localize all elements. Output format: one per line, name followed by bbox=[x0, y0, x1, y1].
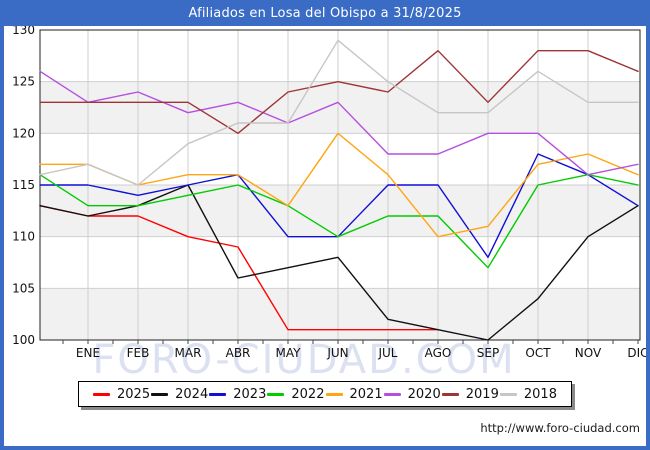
plot-band bbox=[40, 81, 640, 134]
legend-swatch-2021 bbox=[325, 392, 343, 396]
legend-item-2024[interactable]: 2024 bbox=[151, 387, 208, 402]
series-line-2020 bbox=[39, 70, 639, 176]
legend-item-2018[interactable]: 2018 bbox=[499, 386, 557, 402]
legend-label: 2024 bbox=[175, 386, 209, 402]
legend-swatch-2025 bbox=[93, 392, 110, 396]
svg-text:SEP: SEP bbox=[477, 346, 499, 360]
series-line-2022 bbox=[39, 173, 639, 269]
legend-label: 2022 bbox=[291, 386, 325, 402]
legend-label: 2021 bbox=[349, 386, 383, 402]
legend-item-2019[interactable]: 2019 bbox=[441, 386, 499, 402]
plot-band bbox=[40, 185, 640, 237]
svg-text:125: 125 bbox=[12, 75, 35, 89]
series-line-2025 bbox=[39, 204, 439, 331]
y-axis-labels: 100 105 110 115 120 125 130 bbox=[12, 26, 35, 347]
footer-url[interactable]: http://www.foro-ciudad.com bbox=[480, 421, 640, 435]
legend-item-2025[interactable]: 2025 bbox=[93, 387, 150, 402]
svg-text:JUN: JUN bbox=[326, 346, 348, 360]
legend-item-2022[interactable]: 2022 bbox=[267, 387, 324, 402]
svg-text:JUL: JUL bbox=[377, 346, 397, 360]
watermark: FORO-CIUDAD.COM bbox=[92, 337, 515, 378]
legend-swatch-2019 bbox=[441, 392, 459, 396]
legend-swatch-2022 bbox=[267, 392, 285, 396]
svg-text:NOV: NOV bbox=[575, 346, 602, 360]
legend-label: 2019 bbox=[465, 386, 499, 402]
svg-text:OCT: OCT bbox=[525, 346, 551, 360]
svg-text:MAY: MAY bbox=[276, 346, 302, 360]
svg-text:ENE: ENE bbox=[76, 346, 100, 360]
line-chart: FORO-CIUDAD.COM 100 105 110 115 120 125 130 ENE F… bbox=[12, 26, 646, 378]
legend-label: 2018 bbox=[523, 386, 557, 402]
svg-text:120: 120 bbox=[12, 126, 35, 140]
svg-text:100: 100 bbox=[12, 333, 35, 347]
series-line-2019 bbox=[39, 50, 639, 135]
svg-text:110: 110 bbox=[12, 230, 35, 244]
legend-item-2020[interactable]: 2020 bbox=[383, 386, 441, 402]
svg-text:130: 130 bbox=[12, 26, 35, 37]
title-bar: Afiliados en Losa del Obispo a 31/8/2025 bbox=[4, 0, 646, 26]
series-line-2018 bbox=[39, 39, 639, 186]
svg-text:115: 115 bbox=[12, 178, 35, 192]
legend-label: 2023 bbox=[233, 386, 267, 402]
legend-swatch-2023 bbox=[209, 392, 227, 396]
svg-text:105: 105 bbox=[12, 281, 35, 295]
svg-text:FEB: FEB bbox=[127, 346, 150, 360]
legend-item-2023[interactable]: 2023 bbox=[209, 387, 266, 402]
x-ticks bbox=[62, 340, 639, 344]
legend: 2025 2024 2023 2022 2021 2020 2019 2018 bbox=[78, 381, 572, 407]
svg-text:MAR: MAR bbox=[175, 346, 202, 360]
chart-title: Afiliados en Losa del Obispo a 31/8/2025 bbox=[188, 5, 462, 21]
legend-label: 2025 bbox=[117, 386, 151, 402]
legend-swatch-2020 bbox=[383, 392, 401, 396]
x-axis-labels: ENE FEB MAR ABR MAY JUN JUL AGO SEP OCT NOV DIC bbox=[76, 346, 646, 360]
svg-text:DIC: DIC bbox=[627, 346, 646, 360]
svg-text:AGO: AGO bbox=[425, 346, 452, 360]
legend-item-2021[interactable]: 2021 bbox=[325, 386, 383, 402]
plot-band bbox=[40, 288, 640, 340]
legend-swatch-2024 bbox=[151, 392, 169, 396]
svg-text:ABR: ABR bbox=[226, 346, 251, 360]
legend-label: 2020 bbox=[407, 386, 441, 402]
legend-swatch-2018 bbox=[499, 392, 517, 396]
